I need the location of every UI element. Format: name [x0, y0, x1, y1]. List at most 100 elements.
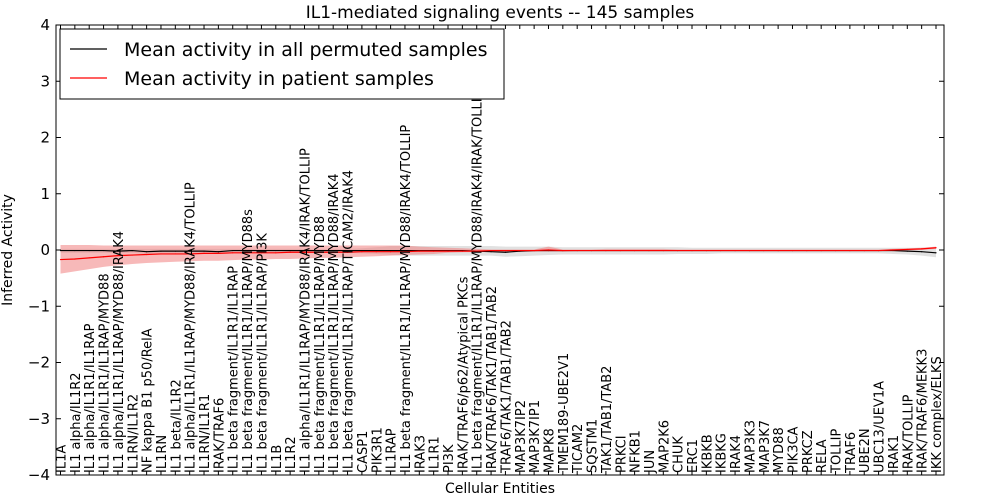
x-category-label: MAP3K7IP1: [528, 400, 543, 473]
x-category-label: IRAK/TOLLIP: [901, 394, 916, 473]
y-tick-label: 4: [40, 16, 50, 34]
data-point-patient: [791, 249, 794, 252]
x-category-label: IRAK3: [413, 435, 428, 473]
data-point-patient: [935, 247, 937, 249]
x-category-label: UBE2N: [858, 428, 873, 473]
x-category-label: IKK complex/ELKS: [930, 356, 945, 473]
x-category-label: RELA: [815, 439, 830, 473]
x-category-label: MAP2K6: [657, 420, 672, 473]
x-category-label: CASP1: [356, 431, 371, 473]
data-point-patient: [834, 249, 837, 252]
data-point-patient: [433, 250, 435, 252]
x-category-label: IL1RN/IL1R2: [126, 394, 141, 473]
x-category-label: IL1 alpha/IL1R1/IL1RAP/MYD88/IRAK4/IRAK/…: [298, 148, 313, 473]
data-point-permuted: [117, 250, 119, 252]
data-point-patient: [275, 252, 277, 254]
x-category-label: PIK3CA: [786, 426, 801, 473]
data-point-permuted: [246, 249, 248, 252]
legend: Mean activity in all permuted samples Me…: [59, 28, 505, 100]
x-category-label: IL1A: [55, 445, 70, 473]
x-category-label: IL1RN: [155, 435, 170, 473]
x-category-label: NFKB1: [629, 430, 644, 473]
y-tick-label: 2: [40, 129, 50, 147]
data-point-patient: [461, 250, 463, 252]
data-point-permuted: [906, 250, 908, 252]
x-category-label: MAPK8: [542, 428, 557, 473]
data-point-patient: [820, 249, 822, 252]
y-axis-label: Inferred Activity: [0, 194, 16, 306]
x-category-label: IKBKB: [700, 434, 715, 473]
x-category-label: TAK1/TAB1/TAB2: [600, 366, 615, 474]
legend-box: [59, 28, 505, 100]
chart-title: IL1-mediated signaling events -- 145 sam…: [306, 3, 695, 23]
data-point-patient: [877, 249, 880, 252]
data-point-patient: [590, 249, 593, 252]
x-category-label: IRAK4: [729, 435, 744, 473]
data-point-patient: [605, 249, 607, 252]
data-point-patient: [375, 251, 377, 253]
data-point-patient: [74, 258, 76, 260]
x-category-label: IL1R1: [428, 436, 443, 473]
data-point-permuted: [921, 251, 923, 253]
data-point-permuted: [332, 249, 334, 252]
data-point-patient: [102, 256, 105, 258]
data-point-patient: [863, 249, 865, 252]
x-category-label: IL1 beta fragment/IL1R1/IL1RAP/MYD88/IRA…: [327, 173, 342, 473]
data-point-patient: [476, 250, 478, 252]
data-point-patient: [720, 249, 722, 252]
data-point-patient: [806, 249, 808, 252]
data-point-patient: [418, 250, 420, 252]
data-point-permuted: [88, 249, 90, 252]
data-point-patient: [404, 251, 406, 253]
data-point-permuted: [131, 249, 133, 252]
data-point-patient: [59, 258, 62, 261]
x-category-label: IL1 beta fragment/IL1R1/IL1RAP/MYD88s: [241, 209, 256, 473]
data-point-patient: [246, 252, 248, 254]
data-point-patient: [533, 249, 535, 252]
data-point-patient: [677, 249, 679, 252]
x-category-label: IRAK/TRAF6/MEKK3: [916, 349, 931, 473]
x-category-label: MAP3K3: [743, 420, 758, 473]
x-category-label: PI3K: [442, 444, 457, 473]
x-category-label: IL1 alpha/IL1R2: [69, 372, 84, 473]
data-point-patient: [504, 249, 507, 252]
data-point-patient: [346, 251, 349, 253]
data-point-patient: [691, 249, 693, 252]
data-point-patient: [777, 249, 779, 252]
x-category-label: PRKCI: [614, 435, 629, 473]
data-point-patient: [318, 251, 320, 253]
data-point-patient: [634, 249, 636, 252]
data-point-patient: [232, 252, 234, 254]
data-point-permuted: [275, 249, 277, 252]
plot-frame: [55, 24, 945, 476]
x-category-label: IL1 alpha/IL1R1/IL1RAP/MYD88/IRAK4/TOLLI…: [184, 182, 199, 473]
data-point-patient: [562, 249, 564, 252]
data-point-patient: [662, 249, 664, 252]
data-point-patient: [734, 249, 736, 252]
data-point-patient: [117, 255, 119, 257]
data-point-permuted: [504, 251, 507, 253]
data-point-patient: [160, 253, 162, 255]
data-point-patient: [189, 253, 191, 255]
data-point-patient: [648, 249, 650, 252]
x-category-label: MAP3K7: [758, 420, 773, 473]
data-point-patient: [203, 252, 205, 254]
data-point-permuted: [174, 250, 176, 252]
data-point-patient: [361, 251, 363, 253]
data-point-patient: [289, 251, 291, 253]
data-point-patient: [619, 249, 621, 252]
data-point-patient: [217, 252, 219, 254]
x-category-label: ERC1: [686, 439, 701, 473]
data-point-permuted: [289, 249, 291, 252]
legend-label-permuted: Mean activity in all permuted samples: [124, 39, 487, 61]
data-point-permuted: [160, 250, 162, 252]
x-category-label: IKBKG: [715, 433, 730, 473]
data-point-permuted: [318, 249, 320, 252]
x-category-label: TOLLIP: [830, 429, 845, 474]
data-point-patient: [705, 249, 707, 252]
x-category-label: IL1 alpha/IL1R1/IL1RAP/MYD88/IRAK4: [112, 231, 127, 473]
x-category-label: TICAM2: [571, 424, 586, 474]
x-category-label: IL1 beta fragment/IL1R1/IL1RAP/TICAM2/IR…: [342, 170, 357, 473]
data-point-patient: [849, 249, 851, 252]
